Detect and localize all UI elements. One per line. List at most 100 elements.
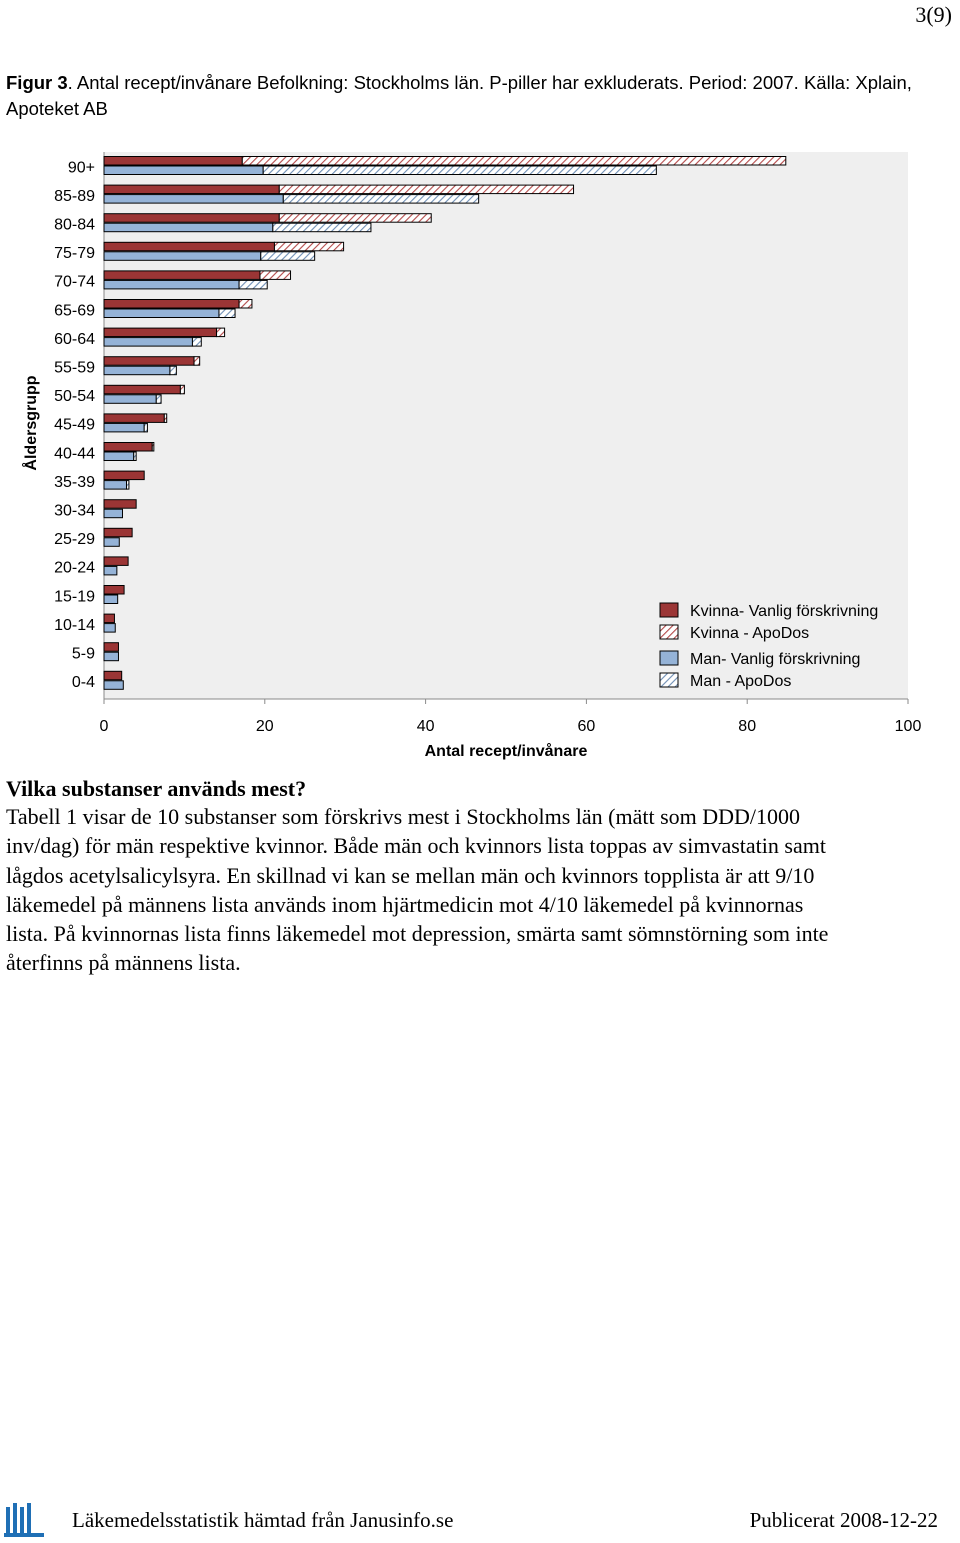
bar-kvinna-apodos-60-64 bbox=[216, 327, 226, 338]
bar-man-apodos-40-44 bbox=[133, 451, 137, 461]
bar-kvinna-apodos-70-74 bbox=[259, 270, 292, 280]
bar-kvinna-apodos-85-89 bbox=[278, 184, 575, 195]
bar-man-vanlig-5-9 bbox=[103, 651, 119, 662]
legend-label: Man- Vanlig förskrivning bbox=[690, 651, 860, 668]
bar-man-apodos-50-54 bbox=[155, 394, 162, 404]
footer-source: Läkemedelsstatistik hämtad från Janusinf… bbox=[72, 1508, 454, 1532]
body-line: läkemedel på männens lista används inom … bbox=[6, 891, 804, 917]
bar-kvinna-vanlig-10-14 bbox=[103, 613, 115, 624]
x-tick-label: 20 bbox=[256, 718, 274, 735]
bar-man-vanlig-15-19 bbox=[103, 594, 119, 604]
legend-label: Kvinna- Vanlig förskrivning bbox=[690, 603, 878, 620]
bar-kvinna-apodos-75-79 bbox=[273, 241, 345, 252]
bar-man-vanlig-45-49 bbox=[103, 422, 145, 433]
bar-man-vanlig-40-44 bbox=[103, 451, 135, 461]
y-tick-label: 75-79 bbox=[54, 245, 95, 262]
x-tick-label: 100 bbox=[895, 718, 922, 735]
y-tick-label: 5-9 bbox=[72, 646, 95, 663]
bar-kvinna-apodos-80-84 bbox=[278, 213, 432, 223]
page-number: 3(9) bbox=[915, 2, 952, 27]
y-tick-label: 25-29 bbox=[54, 531, 95, 548]
bar-kvinna-vanlig-35-39 bbox=[103, 470, 145, 481]
bar-kvinna-vanlig-40-44 bbox=[103, 442, 153, 452]
bars-group bbox=[103, 156, 787, 690]
bar-man-vanlig-60-64 bbox=[103, 337, 193, 347]
bar-kvinna-vanlig-30-34 bbox=[103, 499, 137, 509]
y-tick-label: 45-49 bbox=[54, 417, 95, 434]
bar-man-apodos-45-49 bbox=[143, 422, 148, 433]
x-tick-labels: 0 20 40 60 80 100 bbox=[100, 699, 922, 735]
y-tick-label: 85-89 bbox=[54, 188, 95, 205]
y-tick-label: 30-34 bbox=[54, 503, 95, 520]
bar-kvinna-vanlig-65-69 bbox=[103, 299, 240, 309]
y-axis-title: Åldersgrupp bbox=[21, 375, 40, 470]
bar-kvinna-apodos-65-69 bbox=[238, 299, 253, 309]
y-tick-label: 60-64 bbox=[54, 331, 95, 348]
bar-man-vanlig-65-69 bbox=[103, 308, 220, 318]
bar-kvinna-vanlig-50-54 bbox=[103, 384, 181, 395]
bar-man-apodos-85-89 bbox=[282, 194, 480, 204]
footer-published: Publicerat 2008-12-22 bbox=[749, 1508, 938, 1532]
bar-kvinna-vanlig-25-29 bbox=[103, 527, 133, 538]
y-tick-label: 55-59 bbox=[54, 360, 95, 377]
bar-kvinna-vanlig-20-24 bbox=[103, 556, 129, 566]
y-tick-label: 0-4 bbox=[72, 674, 95, 691]
bar-man-apodos-90 bbox=[262, 165, 657, 175]
y-tick-label: 70-74 bbox=[54, 274, 95, 291]
bar-kvinna-vanlig-5-9 bbox=[103, 642, 119, 652]
bar-kvinna-vanlig-60-64 bbox=[103, 327, 218, 338]
bar-kvinna-apodos-45-49 bbox=[163, 413, 168, 423]
section-heading: Vilka substanser används mest? bbox=[6, 776, 307, 801]
bar-kvinna-vanlig-70-74 bbox=[103, 270, 261, 280]
bar-man-vanlig-70-74 bbox=[103, 279, 240, 290]
body-line: lista. På kvinnornas lista finns läkemed… bbox=[6, 921, 829, 947]
y-tick-label: 15-19 bbox=[54, 588, 95, 605]
figure-label: Figur 3 bbox=[6, 72, 68, 93]
bar-kvinna-apodos-40-44 bbox=[151, 442, 155, 452]
y-tick-label: 65-69 bbox=[54, 302, 95, 319]
x-tick-label: 0 bbox=[100, 718, 109, 735]
legend-swatch bbox=[659, 672, 679, 688]
bar-man-vanlig-55-59 bbox=[103, 365, 171, 376]
section-body: Tabell 1 visar de 10 substanser som förs… bbox=[6, 802, 956, 978]
bar-man-vanlig-10-14 bbox=[103, 623, 116, 633]
bar-kvinna-vanlig-85-89 bbox=[103, 184, 280, 195]
bar-kvinna-apodos-55-59 bbox=[193, 356, 201, 366]
figure-caption: Figur 3. Antal recept/invånare Befolknin… bbox=[6, 70, 936, 122]
bar-kvinna-apodos-50-54 bbox=[179, 384, 185, 395]
x-tick-label: 40 bbox=[417, 718, 435, 735]
bar-man-apodos-70-74 bbox=[238, 279, 268, 290]
legend-label: Man - ApoDos bbox=[690, 673, 791, 690]
janusinfo-logo-icon bbox=[4, 1503, 44, 1537]
bar-kvinna-vanlig-45-49 bbox=[103, 413, 165, 423]
y-tick-label: 50-54 bbox=[54, 388, 95, 405]
y-category-labels: 90+ 85-89 80-84 75-79 70-74 65-69 60-64 55-59 50… bbox=[54, 159, 95, 691]
y-tick-label: 10-14 bbox=[54, 617, 95, 634]
chart-legend: Kvinna- Vanlig förskrivning Kvinna - ApoD… bbox=[659, 602, 878, 690]
bar-man-vanlig-50-54 bbox=[103, 394, 157, 404]
bar-kvinna-vanlig-0-4 bbox=[103, 670, 123, 681]
bar-man-apodos-35-39 bbox=[126, 480, 130, 490]
bar-man-apodos-75-79 bbox=[260, 251, 316, 261]
bar-man-vanlig-35-39 bbox=[103, 480, 128, 490]
bar-man-vanlig-75-79 bbox=[103, 251, 262, 261]
age-group-bar-chart: 90+ 85-89 80-84 75-79 70-74 65-69 60-64 55-59 50… bbox=[21, 152, 922, 760]
legend-swatch bbox=[659, 624, 679, 640]
y-tick-label: 35-39 bbox=[54, 474, 95, 491]
x-axis-title: Antal recept/invånare bbox=[425, 742, 588, 760]
legend-label: Kvinna - ApoDos bbox=[690, 625, 809, 642]
y-tick-label: 20-24 bbox=[54, 560, 95, 577]
bar-man-vanlig-20-24 bbox=[103, 565, 118, 576]
body-line: inv/dag) för män respektive kvinnor. Båd… bbox=[6, 833, 826, 859]
x-tick-label: 80 bbox=[738, 718, 756, 735]
y-tick-label: 90+ bbox=[68, 159, 95, 176]
body-line: återfinns på männens lista. bbox=[6, 950, 241, 976]
figure-caption-text: . Antal recept/invånare Befolkning: Stoc… bbox=[6, 72, 912, 119]
bar-man-apodos-80-84 bbox=[272, 222, 372, 233]
y-tick-label: 80-84 bbox=[54, 217, 95, 234]
bar-man-vanlig-90 bbox=[103, 165, 264, 175]
bar-man-vanlig-25-29 bbox=[103, 537, 120, 547]
bar-kvinna-vanlig-80-84 bbox=[103, 213, 280, 223]
bar-man-apodos-60-64 bbox=[191, 337, 202, 347]
bar-kvinna-vanlig-75-79 bbox=[103, 241, 275, 252]
